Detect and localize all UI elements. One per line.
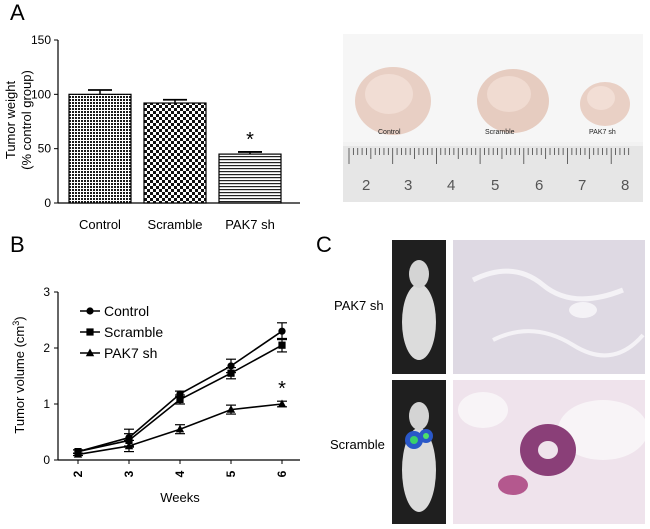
photo-label-control: Control [378,129,401,136]
x-tick-label: 3 [122,470,136,477]
line-xlabel: Weeks [160,490,200,505]
legend-label: Control [104,303,149,319]
panel-label-b: B [10,232,25,257]
line-ylabel: Tumor volume (cm3) [11,316,27,433]
x-tick-label: 2 [71,470,85,477]
bar-chart: 0 50 100 150 Control Scramble PAK7 sh * Tumor … [3,33,300,232]
mouse-art-scramble [402,402,436,512]
x-tick-label: Control [79,217,121,232]
bar [218,153,282,204]
legend-marker [86,307,94,315]
data-point [278,327,286,335]
data-point [176,395,184,404]
ruler-number: 8 [621,177,630,194]
ruler-number: 5 [491,177,500,194]
data-point [175,424,185,433]
ruler-number: 4 [447,177,456,194]
data-point [278,341,286,349]
panel-label-c: C [316,232,332,257]
data-point [277,399,287,408]
tumor-photo: Control Scramble PAK7 sh 2 3 4 5 6 7 8 [343,34,643,202]
mouse-image-scramble [392,380,446,524]
histology-art-pak7sh [471,268,645,358]
y-tick-label: 150 [31,33,51,47]
histology-row-label-pak7sh: PAK7 sh [334,298,384,313]
y-tick-label: 50 [38,142,52,156]
bar [68,93,132,204]
legend-label: Scramble [104,324,163,340]
photo-label-pak7sh: PAK7 sh [589,129,616,136]
ruler-number: 7 [578,177,587,194]
x-tick-label: Scramble [148,217,203,232]
x-tick-label: 4 [173,470,187,477]
data-point [226,405,236,413]
histology-art-scramble [453,380,645,524]
panel-label-a: A [10,0,25,25]
x-tick-label: 5 [224,470,238,477]
legend-label: PAK7 sh [104,345,157,361]
mouse-image-pak7sh [392,240,446,374]
y-tick-label: 0 [43,453,50,467]
data-point [124,441,134,450]
ruler-number: 6 [535,177,544,194]
photo-label-scramble: Scramble [485,129,515,136]
tumor-photo-art [343,34,643,202]
bar [143,102,207,204]
y-tick-label: 1 [43,397,50,411]
significance-asterisk: * [246,129,254,151]
y-tick-label: 2 [43,341,50,355]
histology-image-pak7sh [453,240,645,374]
ruler-number: 2 [362,177,371,194]
legend-marker [86,328,94,336]
data-point [227,369,235,377]
histology-image-scramble [453,380,645,524]
histology-row-label-scramble: Scramble [330,437,385,452]
line-chart: 0 1 2 3 2 3 4 5 6 * Control Scramble PAK7 sh Tumor… [11,285,300,505]
x-tick-label: PAK7 sh [225,217,275,232]
significance-asterisk: * [278,378,286,400]
data-point [176,390,184,398]
bar-ylabel-line1: Tumor weight [3,80,18,159]
legend-marker [85,348,95,357]
ruler-number: 3 [404,177,413,194]
y-tick-label: 100 [31,87,51,101]
mouse-art-pak7sh [402,260,436,360]
y-tick-label: 0 [44,196,51,210]
data-point [73,449,83,458]
y-tick-label: 3 [43,285,50,299]
bar-ylabel-line2: (% control group) [19,70,34,170]
x-tick-label: 6 [275,470,289,477]
